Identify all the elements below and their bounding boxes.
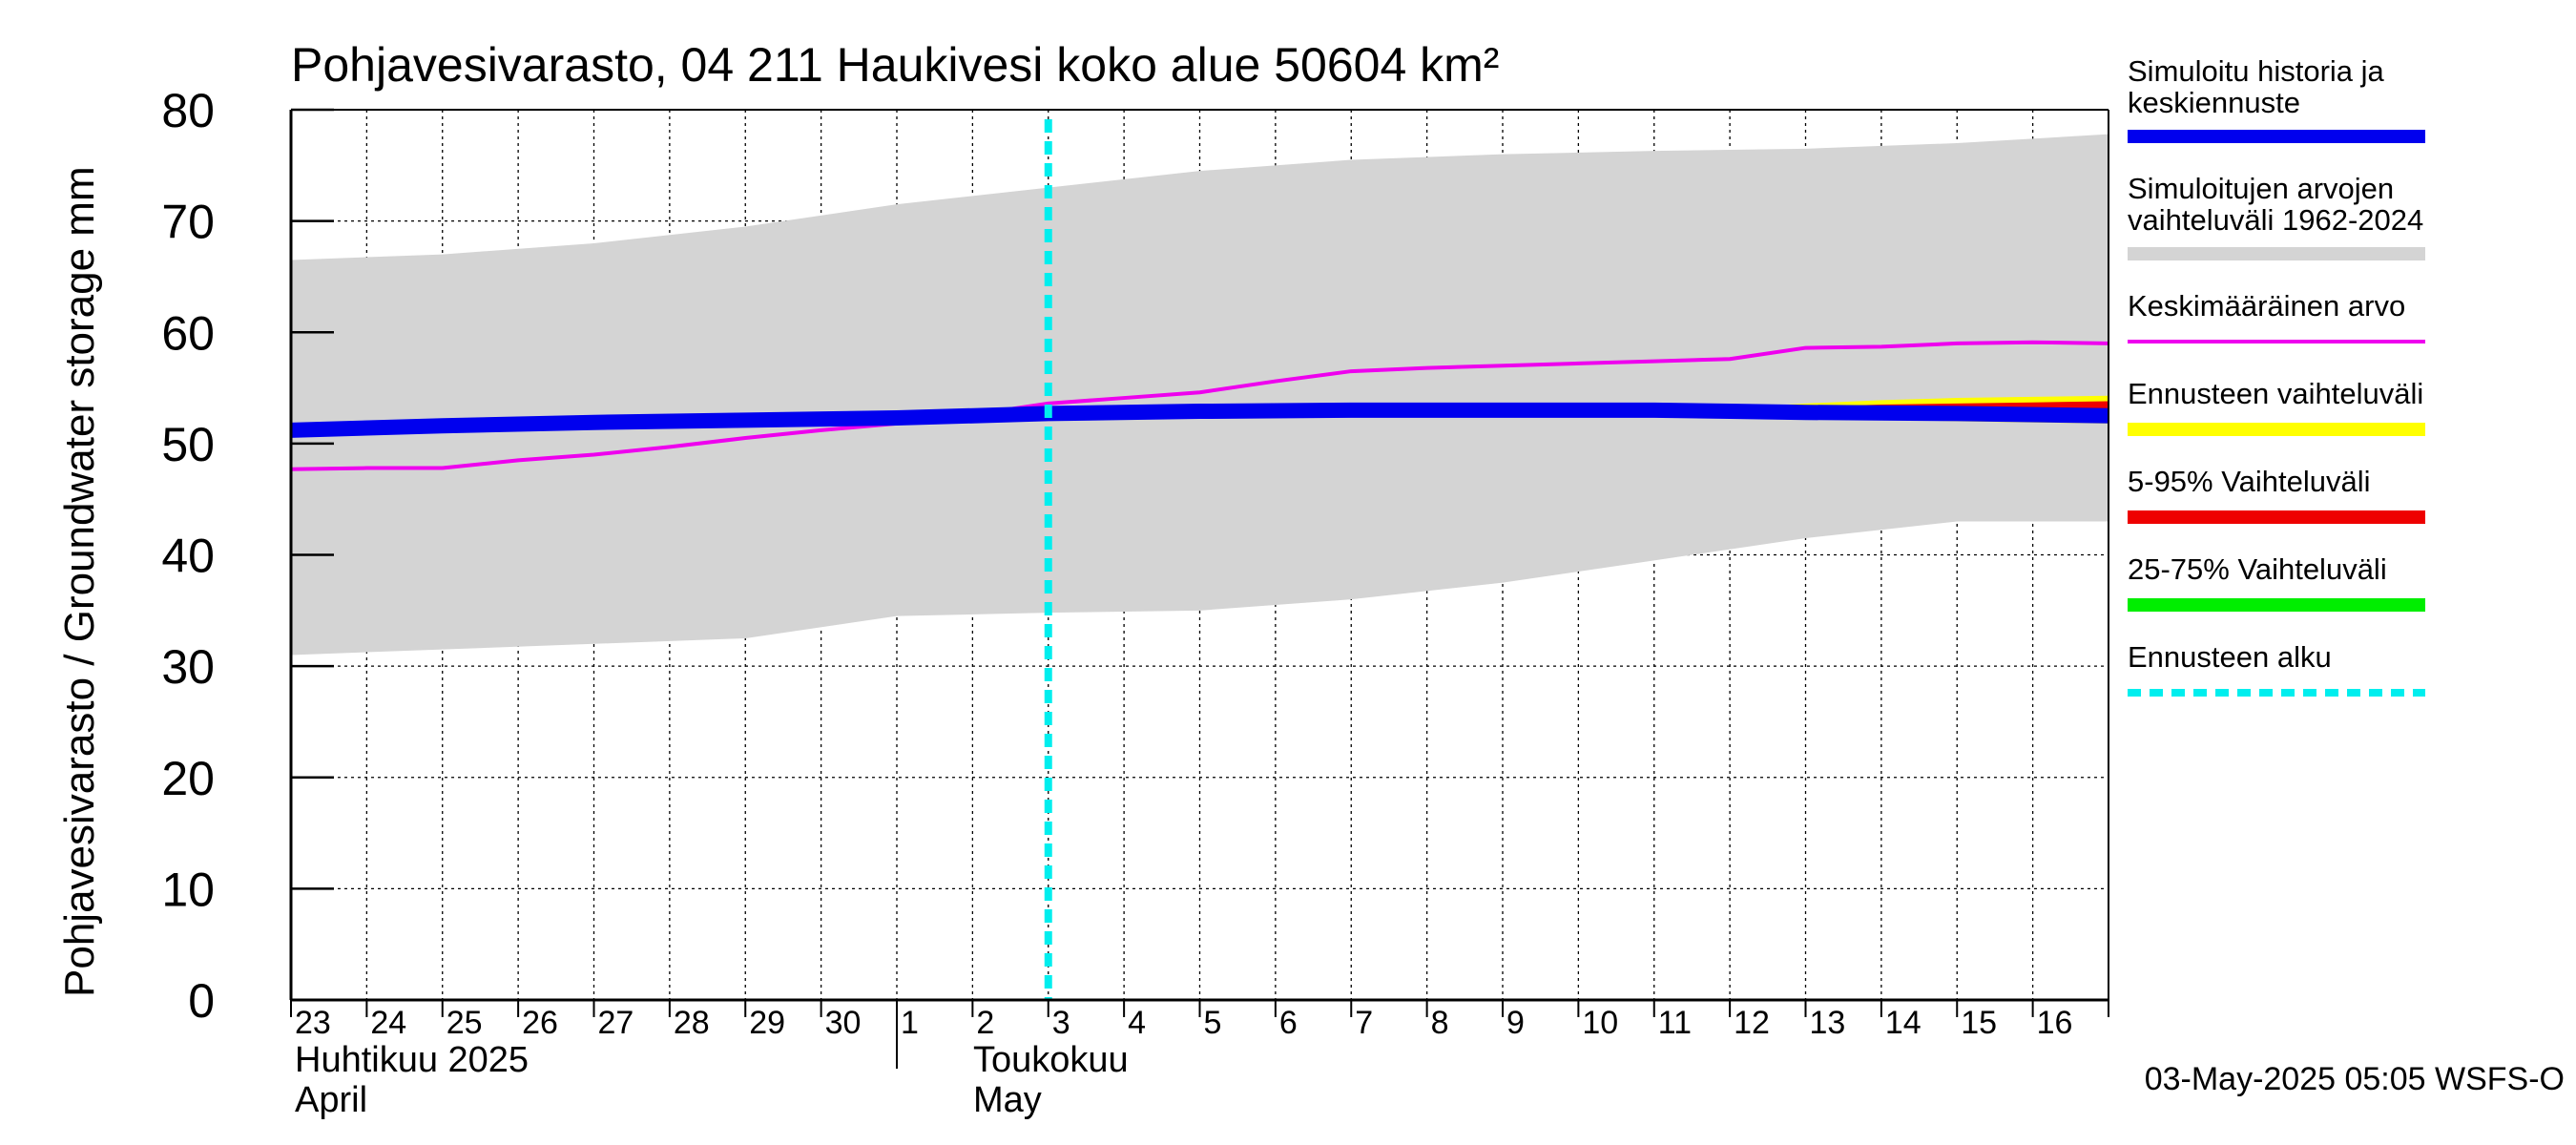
- x-tick-label: 23: [295, 1005, 331, 1041]
- x-tick-label: 26: [522, 1005, 558, 1041]
- legend-label-line2: keskiennuste: [2128, 86, 2300, 119]
- y-tick-label: 60: [161, 306, 215, 360]
- x-tick-label: 15: [1961, 1005, 1997, 1041]
- x-tick-label: 29: [749, 1005, 785, 1041]
- y-tick-label: 80: [161, 84, 215, 137]
- x-tick-label: 30: [825, 1005, 862, 1041]
- y-tick-label: 50: [161, 418, 215, 471]
- month-label-en: April: [295, 1080, 367, 1120]
- y-tick-label: 0: [188, 974, 215, 1028]
- legend-label: Keskimääräinen arvo: [2128, 289, 2405, 323]
- month-label: Toukokuu: [973, 1040, 1129, 1080]
- y-tick-label: 70: [161, 196, 215, 249]
- x-tick-label: 25: [447, 1005, 483, 1041]
- x-tick-label: 12: [1734, 1005, 1770, 1041]
- x-tick-label: 27: [598, 1005, 634, 1041]
- y-tick-label: 30: [161, 640, 215, 694]
- line-series: [290, 340, 2109, 471]
- x-tick-label: 24: [370, 1005, 406, 1041]
- chart-title: Pohjavesivarasto, 04 211 Haukivesi koko …: [291, 38, 1499, 92]
- x-tick-label: 28: [674, 1005, 710, 1041]
- legend-label-line2: vaihteluväli 1962-2024: [2128, 203, 2423, 237]
- legend-label: Ennusteen vaihteluväli: [2128, 377, 2423, 410]
- series-mean-line: [290, 340, 2109, 471]
- x-tick-label: 5: [1204, 1005, 1222, 1041]
- month-label: Huhtikuu 2025: [295, 1040, 529, 1080]
- x-tick-label: 1: [901, 1005, 919, 1041]
- axes: [289, 108, 2109, 1069]
- x-tick-label: 9: [1506, 1005, 1525, 1041]
- x-tick-label: 8: [1431, 1005, 1449, 1041]
- x-tick-label: 4: [1128, 1005, 1146, 1041]
- x-tick-label: 11: [1658, 1005, 1692, 1041]
- x-tick-label: 3: [1052, 1005, 1070, 1041]
- x-tick-label: 2: [976, 1005, 994, 1041]
- legend-label: Ennusteen alku: [2128, 640, 2332, 674]
- legend-label: 5-95% Vaihteluväli: [2128, 465, 2370, 498]
- x-tick-label: 10: [1582, 1005, 1618, 1041]
- x-tick-label: 7: [1355, 1005, 1373, 1041]
- y-tick-label: 10: [161, 863, 215, 916]
- legend-label: Simuloitujen arvojen: [2128, 172, 2394, 205]
- y-tick-label: 40: [161, 530, 215, 583]
- x-tick-label: 14: [1885, 1005, 1922, 1041]
- legend-label: Simuloitu historia ja: [2128, 54, 2385, 88]
- y-axis-label: Pohjavesivarasto / Groundwater storage m…: [56, 166, 103, 997]
- x-tick-label: 16: [2037, 1005, 2073, 1041]
- legend-label: 25-75% Vaihteluväli: [2128, 552, 2387, 586]
- footer-timestamp: 03-May-2025 05:05 WSFS-O: [2145, 1061, 2565, 1097]
- month-label-en: May: [973, 1080, 1042, 1120]
- x-tick-label: 6: [1279, 1005, 1298, 1041]
- series-history-line: [290, 402, 2109, 438]
- x-tick-label: 13: [1810, 1005, 1846, 1041]
- y-tick-label: 20: [161, 752, 215, 805]
- band-simuloitujen-arvojen-vaihteluv-li-1962-2024: [291, 134, 2109, 656]
